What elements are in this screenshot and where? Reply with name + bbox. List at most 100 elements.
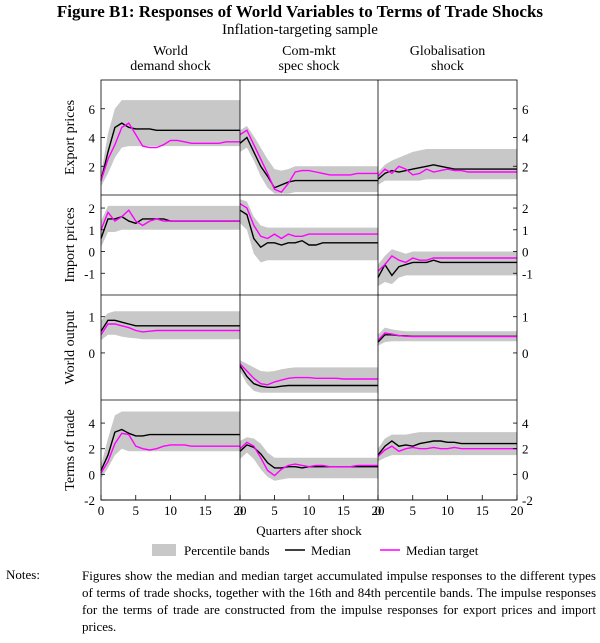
median-line xyxy=(377,164,517,180)
x-tick-label: 5 xyxy=(133,503,140,518)
panel-r1-c2 xyxy=(239,126,378,194)
x-tick-label: 5 xyxy=(271,503,278,518)
median-line xyxy=(239,136,378,189)
percentile-band xyxy=(101,205,240,248)
y-tick-label-left: 2 xyxy=(89,201,96,216)
panel-r2-c3 xyxy=(377,249,517,287)
column-header-1: World xyxy=(153,44,188,59)
panel-r4-c2 xyxy=(239,437,378,481)
median-target-line xyxy=(239,203,378,240)
panel-r2-c2 xyxy=(239,199,378,263)
median-line xyxy=(239,365,378,388)
x-tick-label: 0 xyxy=(98,503,105,518)
legend-label-median_target: Median target xyxy=(406,543,479,558)
median-target-line xyxy=(377,254,517,272)
y-tick-label-left: 4 xyxy=(89,416,96,431)
median-line xyxy=(377,259,517,278)
y-tick-label-left: 2 xyxy=(89,159,96,174)
column-header-3: Globalisation xyxy=(410,44,485,59)
median-target-line xyxy=(377,445,517,457)
median-target-line xyxy=(377,165,517,177)
panel-r2-c1 xyxy=(100,205,240,248)
y-tick-label-left: 0 xyxy=(89,245,96,260)
percentile-band xyxy=(240,199,378,263)
x-tick-label: 20 xyxy=(372,503,385,518)
median-target-line xyxy=(100,323,240,336)
x-tick-label: 10 xyxy=(441,503,454,518)
median-line xyxy=(239,209,378,249)
notes-label: Notes: xyxy=(6,567,40,582)
legend-label-median: Median xyxy=(311,543,351,558)
y-tick-label-right: 4 xyxy=(522,416,529,431)
percentile-band xyxy=(240,126,378,194)
panel-r3-c1 xyxy=(100,311,240,341)
panel-r3-c2 xyxy=(239,360,378,393)
y-tick-label-right: -1 xyxy=(522,266,533,281)
notes-text: Figures show the median and median targe… xyxy=(82,568,596,634)
y-tick-label-left: 6 xyxy=(89,102,96,117)
y-tick-label-left: 0 xyxy=(89,467,96,482)
percentile-band xyxy=(240,437,378,481)
percentile-band xyxy=(240,360,378,393)
column-header-1: demand shock xyxy=(130,59,210,74)
panel-r4-c3 xyxy=(377,432,517,462)
percentile-band xyxy=(378,432,517,462)
x-tick-label: 15 xyxy=(337,503,350,518)
y-tick-label-left: -2 xyxy=(84,493,95,508)
y-tick-label-right: -2 xyxy=(522,493,533,508)
x-tick-label: 20 xyxy=(234,503,247,518)
row-label-2: Import prices xyxy=(63,207,78,282)
column-header-2: spec shock xyxy=(278,59,339,74)
median-target-line xyxy=(239,441,378,477)
median-target-line xyxy=(100,122,240,181)
y-tick-label-right: 0 xyxy=(522,467,529,482)
median-target-line xyxy=(239,363,378,386)
y-tick-label-right: 2 xyxy=(522,201,529,216)
y-tick-label-right: 2 xyxy=(522,442,529,457)
x-tick-label: 10 xyxy=(164,503,177,518)
column-header-3: shock xyxy=(431,59,464,74)
y-tick-label-left: 2 xyxy=(89,442,96,457)
x-tick-label: 0 xyxy=(237,503,244,518)
median-line xyxy=(377,440,517,456)
median-target-line xyxy=(377,332,517,341)
y-tick-label-right: 6 xyxy=(522,102,529,117)
panel-r1-c1 xyxy=(100,100,240,187)
figure-title: Figure B1: Responses of World Variables … xyxy=(56,2,544,21)
row-label-3: World output xyxy=(63,310,78,384)
y-tick-label-right: 1 xyxy=(522,223,529,238)
median-target-line xyxy=(100,432,240,474)
y-tick-label-right: 4 xyxy=(522,131,529,146)
row-label-4: Terms of trade xyxy=(63,409,78,490)
panel-r1-c3 xyxy=(377,149,517,185)
y-tick-label-right: 2 xyxy=(522,159,529,174)
figure-subtitle: Inflation-targeting sample xyxy=(222,22,378,38)
x-tick-label: 15 xyxy=(476,503,489,518)
x-axis-label: Quarters after shock xyxy=(256,523,362,538)
y-tick-label-left: 1 xyxy=(89,223,96,238)
legend: Percentile bands Median Median target xyxy=(152,543,479,558)
y-tick-label-left: -1 xyxy=(84,266,95,281)
y-tick-label-right: 0 xyxy=(522,346,529,361)
panel-r3-c3 xyxy=(377,327,517,346)
x-tick-label: 0 xyxy=(375,503,382,518)
percentile-band xyxy=(101,100,240,187)
median-target-line xyxy=(239,129,378,193)
panel-r4-c1 xyxy=(100,411,240,479)
legend-label-band: Percentile bands xyxy=(184,543,270,558)
row-label-1: Export prices xyxy=(63,100,78,175)
y-tick-label-left: 1 xyxy=(89,310,96,325)
x-tick-label: 20 xyxy=(511,503,524,518)
y-tick-label-right: 1 xyxy=(522,310,529,325)
y-tick-label-right: 0 xyxy=(522,245,529,260)
median-line xyxy=(100,428,240,471)
y-tick-label-left: 0 xyxy=(89,346,96,361)
x-tick-label: 5 xyxy=(410,503,417,518)
median-target-line xyxy=(100,209,240,231)
legend-swatch-band xyxy=(152,544,176,556)
median-line xyxy=(100,122,240,181)
x-tick-label: 15 xyxy=(199,503,212,518)
percentile-band xyxy=(378,149,517,185)
x-tick-label: 10 xyxy=(303,503,316,518)
